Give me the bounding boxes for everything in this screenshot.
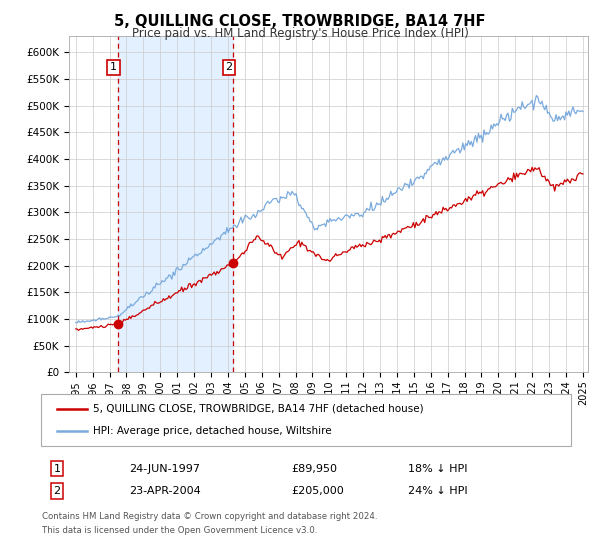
Text: HPI: Average price, detached house, Wiltshire: HPI: Average price, detached house, Wilt… [93,426,332,436]
Text: 1: 1 [110,62,117,72]
Text: 2: 2 [226,62,232,72]
Text: £89,950: £89,950 [291,464,337,474]
Text: 24% ↓ HPI: 24% ↓ HPI [408,486,467,496]
Text: This data is licensed under the Open Government Licence v3.0.: This data is licensed under the Open Gov… [42,526,317,535]
Text: Price paid vs. HM Land Registry's House Price Index (HPI): Price paid vs. HM Land Registry's House … [131,27,469,40]
Text: 1: 1 [53,464,61,474]
Text: 23-APR-2004: 23-APR-2004 [129,486,201,496]
Text: Contains HM Land Registry data © Crown copyright and database right 2024.: Contains HM Land Registry data © Crown c… [42,512,377,521]
Bar [118,36,233,372]
Text: 5, QUILLING CLOSE, TROWBRIDGE, BA14 7HF: 5, QUILLING CLOSE, TROWBRIDGE, BA14 7HF [114,14,486,29]
Text: 18% ↓ HPI: 18% ↓ HPI [408,464,467,474]
Text: 2: 2 [53,486,61,496]
Text: 24-JUN-1997: 24-JUN-1997 [129,464,200,474]
Text: £205,000: £205,000 [291,486,344,496]
Text: 5, QUILLING CLOSE, TROWBRIDGE, BA14 7HF (detached house): 5, QUILLING CLOSE, TROWBRIDGE, BA14 7HF … [93,404,424,414]
